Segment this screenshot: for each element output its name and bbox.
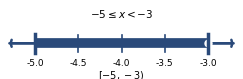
Text: $-5 \leq x < -3$: $-5 \leq x < -3$: [90, 8, 153, 20]
Text: -3.5: -3.5: [156, 59, 174, 68]
Text: -5.0: -5.0: [26, 59, 44, 68]
Text: -4.0: -4.0: [113, 59, 130, 68]
Text: [$-5, -3$): [$-5, -3$): [98, 69, 145, 79]
Text: -3.0: -3.0: [199, 59, 217, 68]
Text: -4.5: -4.5: [69, 59, 87, 68]
